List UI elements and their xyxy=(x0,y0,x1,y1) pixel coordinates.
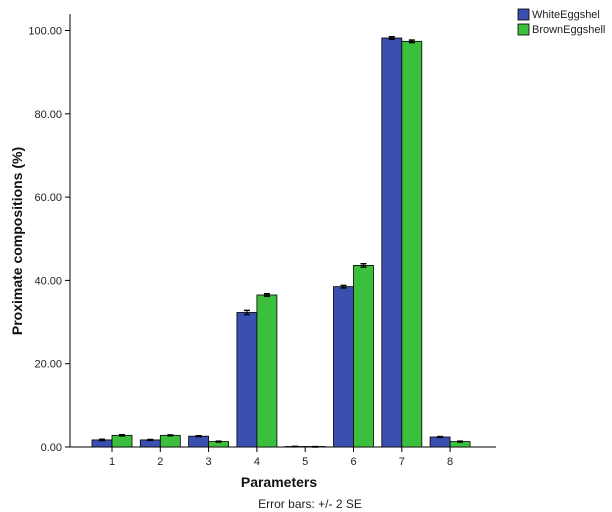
legend-swatch-brown xyxy=(517,23,530,36)
bar-brown-7 xyxy=(401,40,423,448)
legend-label-brown: BrownEggshell xyxy=(532,24,605,36)
x-axis-title: Parameters xyxy=(241,474,317,490)
bar-brown-2 xyxy=(159,434,181,448)
x-axis: 1 2 3 4 5 6 7 8 xyxy=(70,446,496,468)
bar-brown-1 xyxy=(111,434,133,448)
y-axis: 0.00 20.00 40.00 60.00 80.00 100.00 xyxy=(28,14,71,454)
error-bars xyxy=(99,35,464,448)
x-tick-label: 4 xyxy=(254,456,260,468)
bars xyxy=(91,37,471,448)
x-tick-label: 3 xyxy=(206,456,212,468)
x-tick-label: 1 xyxy=(109,456,115,468)
y-tick-label: 80.00 xyxy=(34,109,62,121)
y-axis-title: Proximate compositions (%) xyxy=(9,147,25,335)
error-bars-note: Error bars: +/- 2 SE xyxy=(258,497,362,511)
legend-swatch-white xyxy=(517,8,530,21)
x-tick-label: 7 xyxy=(399,456,405,468)
x-tick-label: 6 xyxy=(350,456,356,468)
legend-label-white: WhiteEggshel xyxy=(532,9,600,21)
bar-brown-4 xyxy=(256,294,278,448)
y-tick-label: 40.00 xyxy=(34,275,62,287)
legend: WhiteEggshel BrownEggshell xyxy=(517,8,605,36)
x-tick-label: 8 xyxy=(447,456,453,468)
bar-white-7 xyxy=(381,37,403,448)
x-tick-label: 5 xyxy=(302,456,308,468)
y-tick-label: 0.00 xyxy=(41,442,62,454)
bar-brown-6 xyxy=(353,265,374,448)
bar-white-6 xyxy=(333,286,354,448)
y-tick-label: 20.00 xyxy=(34,359,62,371)
y-tick-label: 60.00 xyxy=(34,192,62,204)
bar-white-8 xyxy=(429,436,451,448)
x-tick-label: 2 xyxy=(157,456,163,468)
y-tick-label: 100.00 xyxy=(28,26,62,38)
bar-white-4 xyxy=(236,312,258,448)
bar-white-3 xyxy=(188,435,210,448)
